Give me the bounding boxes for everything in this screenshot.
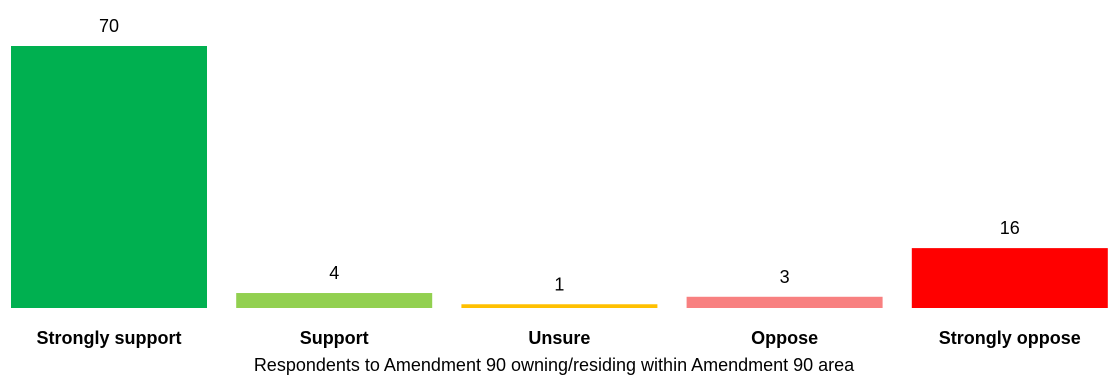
bar-support [236,293,433,308]
bars-group [11,46,1108,308]
value-labels-group: 70 4 1 3 16 [99,16,1020,294]
bar-strongly-support [11,46,207,308]
value-label-unsure: 1 [554,274,564,294]
category-label-strongly-oppose: Strongly oppose [939,328,1081,348]
bar-strongly-oppose [911,248,1108,308]
category-labels-group: Strongly support Support Unsure Oppose Stron… [37,328,1081,348]
value-label-oppose: 3 [780,267,790,287]
value-label-strongly-support: 70 [99,16,119,36]
x-axis-title: Respondents to Amendment 90 owning/resid… [254,355,855,375]
bar-oppose [686,296,883,308]
category-label-unsure: Unsure [528,328,590,348]
category-label-strongly-support: Strongly support [37,328,182,348]
category-label-oppose: Oppose [751,328,818,348]
value-label-support: 4 [329,263,339,283]
value-label-strongly-oppose: 16 [1000,218,1020,238]
bar-unsure [461,304,658,308]
category-label-support: Support [300,328,369,348]
